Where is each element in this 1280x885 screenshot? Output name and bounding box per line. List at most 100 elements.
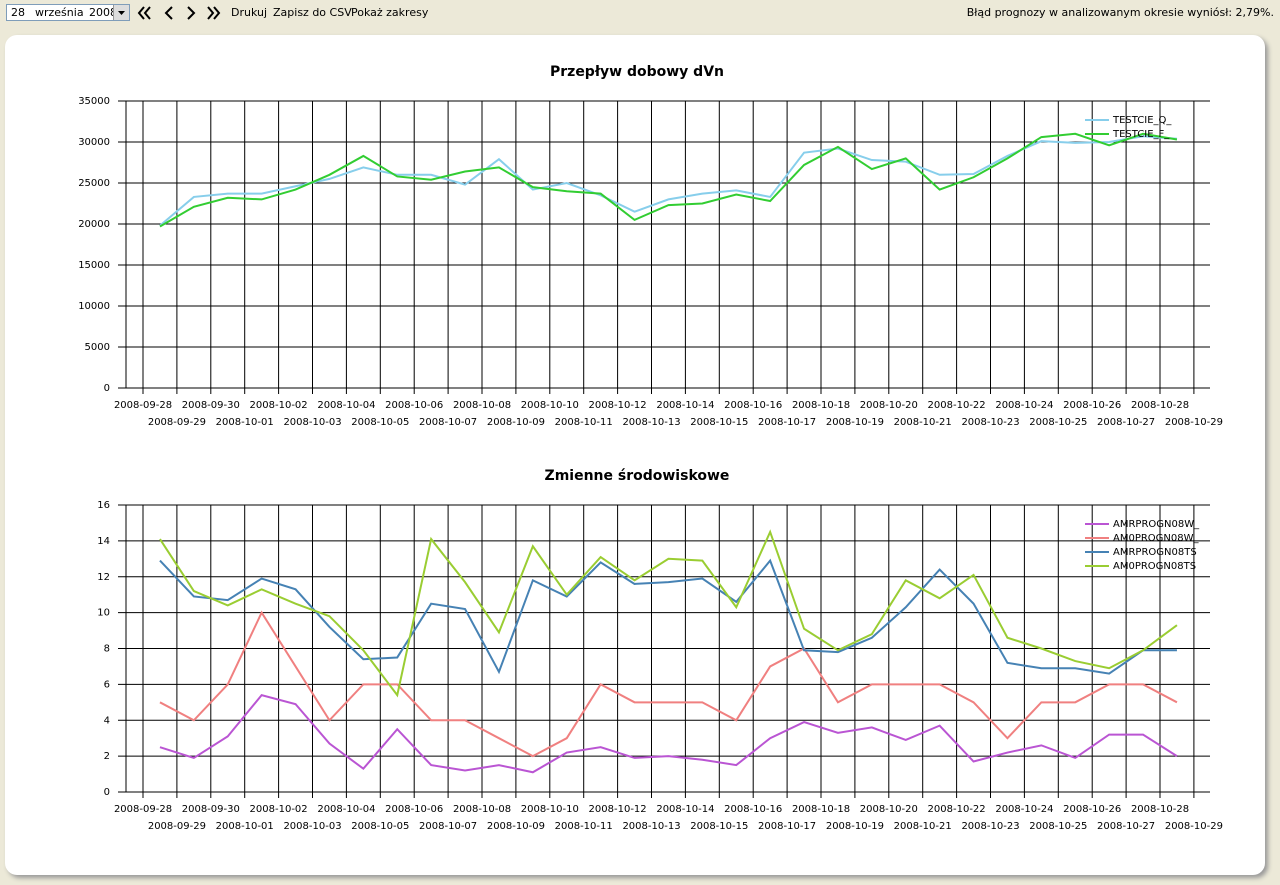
y-tick-label: 30000 <box>78 137 110 148</box>
print-button[interactable]: Drukuj <box>231 6 268 19</box>
y-tick-label: 20000 <box>78 219 110 230</box>
legend-label: AMRPROGN08W_ <box>1113 519 1200 530</box>
nav-buttons <box>137 6 221 20</box>
legend-label: AM0PROGN08TS <box>1113 561 1196 572</box>
month: września <box>35 6 84 19</box>
y-tick-label: 15000 <box>78 260 110 271</box>
chart-title: Zmienne środowiskowe <box>545 468 730 484</box>
x-tick-label: 2008-09-30 <box>182 400 240 411</box>
legend-label: TESTCIE_Q_ <box>1112 115 1172 126</box>
x-tick-label: 2008-10-08 <box>453 400 511 411</box>
y-tick-label: 25000 <box>78 178 110 189</box>
chart-title: Przepływ dobowy dVn <box>550 64 724 80</box>
x-tick-label: 2008-10-01 <box>216 417 274 428</box>
next-button[interactable] <box>187 6 196 20</box>
series-line <box>159 135 1178 227</box>
date-picker[interactable]: 28 września 2008 <box>6 4 130 21</box>
x-tick-label: 2008-10-04 <box>317 804 375 815</box>
x-tick-label: 2008-09-29 <box>148 821 206 832</box>
arrow <box>118 11 125 15</box>
y-tick-label: 5000 <box>85 342 110 353</box>
x-tick-label: 2008-10-09 <box>487 417 545 428</box>
series-line <box>159 610 1178 758</box>
legend-label: AM0PROGN08W_ <box>1113 533 1200 544</box>
x-tick-label: 2008-09-30 <box>182 804 240 815</box>
x-tick-label: 2008-10-25 <box>1029 821 1087 832</box>
x-tick-label: 2008-10-21 <box>894 417 952 428</box>
x-tick-label: 2008-10-05 <box>351 821 409 832</box>
x-tick-label: 2008-10-13 <box>622 821 680 832</box>
x-tick-label: 2008-10-28 <box>1131 400 1189 411</box>
y-tick-label: 14 <box>97 536 110 547</box>
x-tick-label: 2008-10-23 <box>961 821 1019 832</box>
day: 28 <box>11 6 25 19</box>
x-tick-label: 2008-10-20 <box>860 804 918 815</box>
x-tick-label: 2008-10-04 <box>317 400 375 411</box>
y-tick-label: 16 <box>97 500 110 511</box>
ranges-button[interactable]: Pokaż zakresy <box>351 6 429 19</box>
x-tick-label: 2008-09-28 <box>114 400 172 411</box>
series-line <box>159 558 1177 675</box>
x-tick-label: 2008-10-21 <box>894 821 952 832</box>
x-tick-label: 2008-09-28 <box>114 804 172 815</box>
x-tick-label: 2008-10-07 <box>419 417 477 428</box>
x-tick-label: 2008-10-28 <box>1131 804 1189 815</box>
x-tick-label: 2008-10-07 <box>419 821 477 832</box>
y-tick-label: 0 <box>104 383 110 394</box>
x-tick-label: 2008-10-14 <box>656 804 714 815</box>
y-tick-label: 35000 <box>78 96 110 107</box>
x-tick-label: 2008-10-19 <box>826 821 884 832</box>
series-line <box>159 132 1178 228</box>
y-tick-label: 8 <box>104 644 110 655</box>
x-tick-label: 2008-09-29 <box>148 417 206 428</box>
series-line <box>159 529 1178 698</box>
year: 2008 <box>89 6 117 19</box>
x-tick-label: 2008-10-13 <box>622 417 680 428</box>
x-tick-label: 2008-10-14 <box>656 400 714 411</box>
csv-button[interactable]: Zapisz do CSV <box>273 6 352 19</box>
x-tick-label: 2008-10-11 <box>555 417 613 428</box>
x-tick-label: 2008-10-10 <box>521 804 579 815</box>
series-line <box>159 694 1178 774</box>
x-tick-label: 2008-10-06 <box>385 804 443 815</box>
toolbar: 28 września 2008 Drukuj Zapisz do CSV Po… <box>0 0 1280 28</box>
x-tick-label: 2008-10-20 <box>860 400 918 411</box>
x-tick-label: 2008-10-18 <box>792 804 850 815</box>
x-tick-label: 2008-10-17 <box>758 821 816 832</box>
x-tick-label: 2008-10-29 <box>1165 821 1223 832</box>
y-tick-label: 10 <box>97 608 110 619</box>
y-tick-label: 6 <box>104 679 110 690</box>
dropdown-button[interactable] <box>113 5 129 20</box>
x-tick-label: 2008-10-15 <box>690 417 748 428</box>
last-button[interactable] <box>207 6 221 20</box>
x-tick-label: 2008-10-27 <box>1097 417 1155 428</box>
x-tick-label: 2008-10-16 <box>724 804 782 815</box>
x-tick-label: 2008-10-24 <box>995 804 1053 815</box>
x-tick-label: 2008-10-02 <box>250 804 308 815</box>
x-tick-label: 2008-10-18 <box>792 400 850 411</box>
x-tick-label: 2008-10-11 <box>555 821 613 832</box>
prev-button[interactable] <box>164 6 173 20</box>
x-tick-label: 2008-10-16 <box>724 400 782 411</box>
x-tick-label: 2008-10-12 <box>589 400 647 411</box>
x-tick-label: 2008-10-25 <box>1029 417 1087 428</box>
x-tick-label: 2008-10-08 <box>453 804 511 815</box>
x-tick-label: 2008-10-05 <box>351 417 409 428</box>
y-tick-label: 12 <box>97 572 110 583</box>
x-tick-label: 2008-10-09 <box>487 821 545 832</box>
x-tick-label: 2008-10-26 <box>1063 400 1121 411</box>
x-tick-label: 2008-10-24 <box>995 400 1053 411</box>
x-tick-label: 2008-10-22 <box>928 804 986 815</box>
legend-label: TESTCIE_F_ <box>1112 129 1170 140</box>
x-tick-label: 2008-10-26 <box>1063 804 1121 815</box>
x-tick-label: 2008-10-22 <box>928 400 986 411</box>
x-tick-label: 2008-10-15 <box>690 821 748 832</box>
x-tick-label: 2008-10-03 <box>283 821 341 832</box>
x-tick-label: 2008-10-27 <box>1097 821 1155 832</box>
first-button[interactable] <box>137 6 151 20</box>
legend-label: AMRPROGN08TS <box>1113 547 1197 558</box>
x-tick-label: 2008-10-19 <box>826 417 884 428</box>
x-tick-label: 2008-10-23 <box>961 417 1019 428</box>
